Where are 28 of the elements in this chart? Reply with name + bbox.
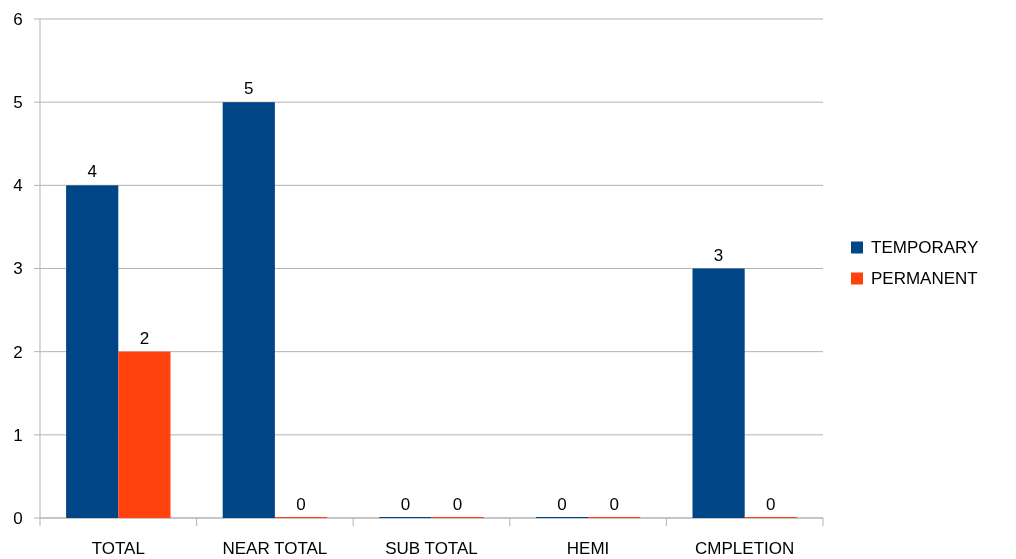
y-tick-label: 5 — [13, 93, 23, 113]
data-label: 5 — [244, 79, 254, 99]
x-tick-label: TOTAL — [91, 539, 145, 558]
y-tick-label: 4 — [13, 176, 23, 196]
y-tick-label: 0 — [13, 508, 23, 528]
data-label: 4 — [87, 162, 97, 182]
data-label: 3 — [713, 245, 724, 265]
bar — [222, 102, 275, 518]
data-label: 0 — [296, 495, 306, 514]
x-tick-label: CMPLETION — [695, 539, 795, 558]
y-tick-label: 2 — [13, 342, 23, 362]
bar — [66, 185, 119, 518]
x-tick-label: HEMI — [566, 539, 610, 558]
y-tick-label: 3 — [13, 259, 23, 279]
data-label: 2 — [139, 328, 150, 348]
data-label: 0 — [557, 495, 567, 514]
bar — [118, 351, 171, 518]
x-tick-label: SUB TOTAL — [385, 539, 478, 558]
data-label: 0 — [609, 495, 619, 514]
legend-label: TEMPORARY — [871, 238, 979, 258]
y-tick-label: 6 — [13, 9, 23, 29]
bar — [692, 268, 745, 518]
data-label: 0 — [400, 495, 411, 514]
data-label: 0 — [452, 495, 463, 514]
y-tick-label: 1 — [13, 425, 23, 445]
legend-label: PERMANENT — [871, 269, 978, 289]
x-tick-label: NEAR TOTAL — [222, 539, 328, 558]
data-label: 0 — [766, 495, 776, 514]
